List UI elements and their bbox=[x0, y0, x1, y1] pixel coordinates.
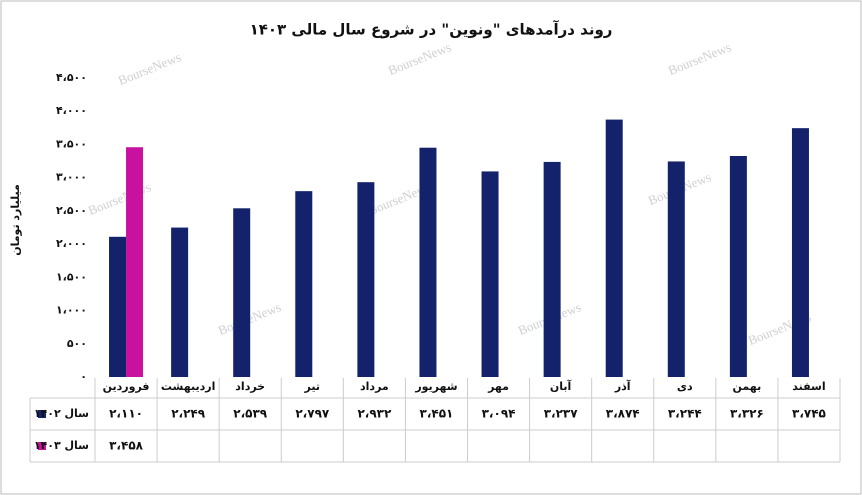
bar bbox=[126, 147, 144, 377]
table-value: ۲،۱۱۰ bbox=[109, 407, 143, 421]
table-value: ۲،۹۳۲ bbox=[357, 407, 392, 421]
x-tick-label: تیر bbox=[304, 380, 320, 393]
table-value: ۳،۲۴۴ bbox=[668, 407, 702, 421]
bar bbox=[729, 156, 747, 377]
bar bbox=[791, 128, 809, 377]
y-tick-label: ۵۰۰ bbox=[67, 337, 87, 350]
table-value: ۲،۵۳۹ bbox=[233, 407, 268, 421]
bar bbox=[419, 147, 437, 377]
x-tick-label: مهر bbox=[487, 380, 509, 393]
table-value: ۳،۲۳۷ bbox=[544, 407, 579, 421]
x-tick-label: فروردین bbox=[103, 380, 150, 393]
x-tick-label: آذر bbox=[614, 379, 631, 393]
bar bbox=[357, 182, 375, 377]
y-tick-label: ۲،۵۰۰ bbox=[56, 204, 87, 217]
bar bbox=[109, 236, 127, 377]
x-tick-label: خرداد bbox=[235, 380, 265, 393]
x-tick-label: آبان bbox=[550, 379, 572, 393]
table-value: ۳،۰۹۴ bbox=[482, 407, 516, 421]
bar bbox=[171, 227, 189, 377]
y-tick-label: ۴،۵۰۰ bbox=[56, 71, 87, 84]
y-tick-label: ۲،۰۰۰ bbox=[56, 237, 87, 250]
x-tick-label: بهمن bbox=[733, 380, 762, 393]
x-tick-label: اردیبهشت bbox=[161, 380, 215, 393]
table-value: ۳،۴۵۱ bbox=[420, 407, 454, 421]
legend-label: سال ۱۴۰۲ bbox=[34, 407, 89, 420]
y-axis-label: میلیارد تومان bbox=[9, 184, 22, 256]
y-tick-label: ۳،۵۰۰ bbox=[56, 137, 87, 150]
table-value: ۳،۴۵۸ bbox=[109, 439, 144, 453]
x-tick-label: دی bbox=[677, 380, 693, 393]
bar bbox=[605, 119, 623, 377]
bar bbox=[543, 161, 561, 377]
chart-title: روند درآمدهای "ونوین" در شروع سال مالی ۱… bbox=[250, 21, 613, 39]
legend-swatch bbox=[38, 410, 46, 418]
bar bbox=[295, 191, 313, 377]
x-tick-label: شهریور bbox=[414, 380, 457, 393]
y-tick-label: ۰ bbox=[80, 370, 87, 383]
x-tick-label: مرداد bbox=[360, 380, 389, 393]
legend-label: سال ۱۴۰۳ bbox=[34, 439, 89, 452]
table-value: ۲،۲۴۹ bbox=[171, 407, 206, 421]
bar bbox=[233, 208, 251, 377]
bar bbox=[481, 171, 499, 377]
bar bbox=[667, 161, 685, 377]
table-value: ۳،۸۷۴ bbox=[606, 407, 640, 421]
table-value: ۳،۳۲۶ bbox=[730, 407, 764, 421]
legend-swatch bbox=[38, 442, 46, 450]
y-tick-label: ۳،۰۰۰ bbox=[56, 171, 87, 184]
y-tick-label: ۱،۵۰۰ bbox=[56, 270, 87, 283]
table-value: ۲،۷۹۷ bbox=[295, 407, 330, 421]
x-tick-label: اسفند bbox=[792, 380, 825, 393]
y-tick-label: ۴،۰۰۰ bbox=[56, 104, 87, 117]
table-value: ۳،۷۴۵ bbox=[792, 407, 826, 421]
y-tick-label: ۱،۰۰۰ bbox=[56, 304, 87, 317]
